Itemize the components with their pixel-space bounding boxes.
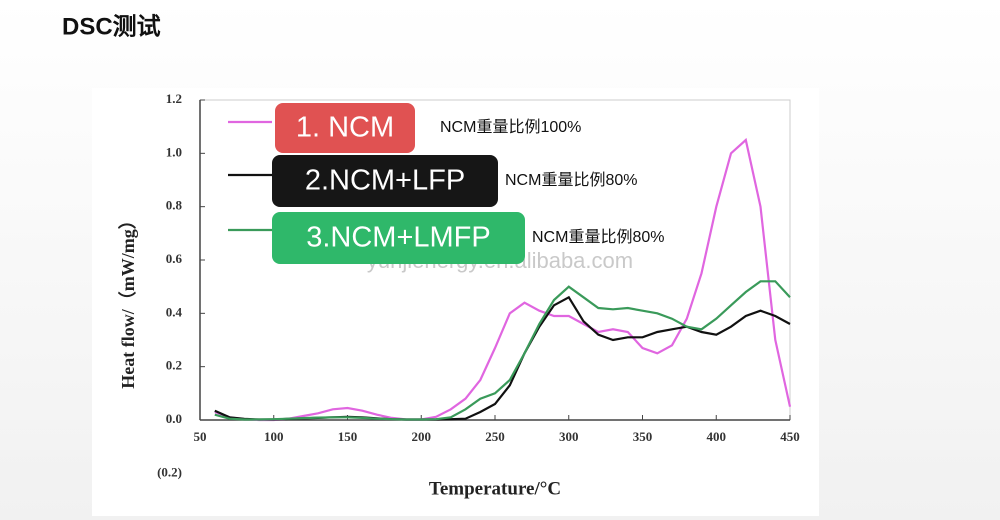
x-tick-label: 100 [264, 429, 284, 444]
x-tick-label: 350 [633, 429, 653, 444]
y-axis-label: Heat flow/（mW/mg） [118, 211, 138, 388]
x-tick-label: 450 [780, 429, 800, 444]
legend-label: 3.NCM+LMFP [306, 222, 491, 254]
chart-background [92, 88, 819, 516]
x-tick-label: 250 [485, 429, 505, 444]
x-tick-label: 400 [707, 429, 727, 444]
x-tick-label: 50 [194, 429, 207, 444]
page-title: DSC测试 [62, 13, 161, 40]
x-tick-label: 150 [338, 429, 358, 444]
y-tick-label: 1.2 [166, 91, 182, 106]
y-tick-label: 0.6 [166, 251, 183, 266]
x-tick-label: 300 [559, 429, 579, 444]
legend-note: NCM重量比例80% [532, 228, 664, 246]
y-tick-label: 0.2 [166, 358, 182, 373]
legend-note: NCM重量比例100% [440, 118, 581, 136]
legend-label: 2.NCM+LFP [305, 165, 465, 197]
x-tick-label: 200 [412, 429, 432, 444]
y-tick-label: 0.0 [166, 411, 182, 426]
y-tick-label: 0.8 [166, 198, 183, 213]
y-tick-label: 1.0 [166, 144, 182, 159]
y-tick-label: (0.2) [157, 464, 182, 479]
legend-note: NCM重量比例80% [505, 171, 637, 189]
y-tick-label: 0.4 [166, 304, 183, 319]
x-axis-label: Temperature/°C [429, 478, 561, 499]
legend-badge [272, 212, 525, 264]
series-line [214, 280, 791, 421]
legend-badge [272, 155, 498, 207]
series-line [214, 137, 792, 422]
legend-label: 1. NCM [296, 112, 394, 144]
legend-badge [275, 103, 415, 153]
